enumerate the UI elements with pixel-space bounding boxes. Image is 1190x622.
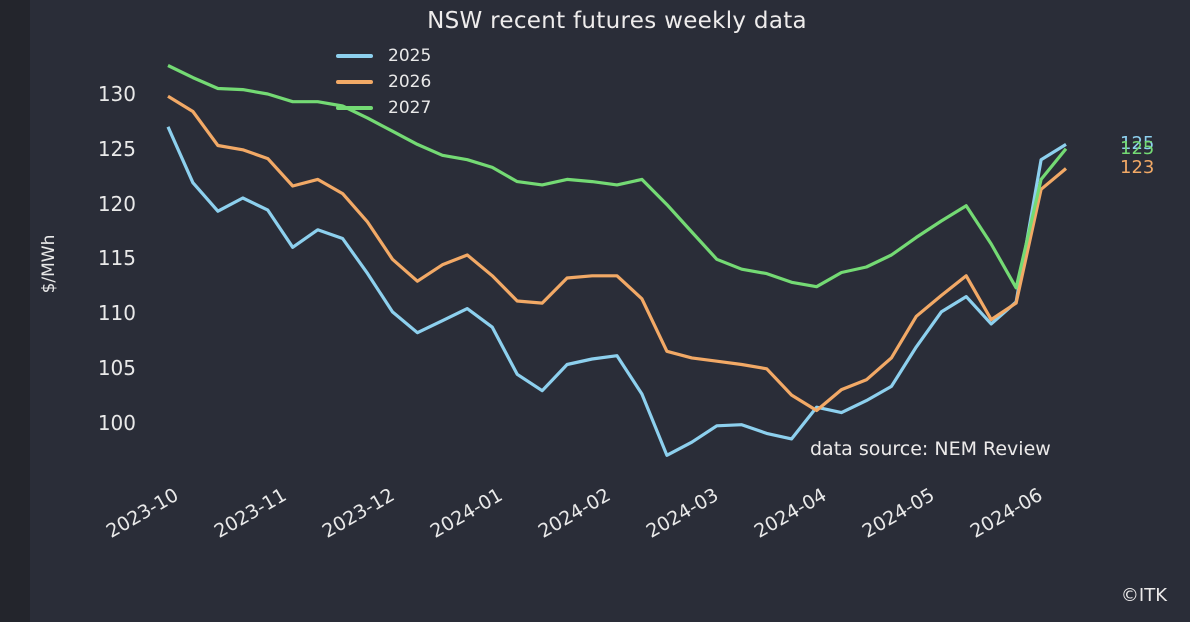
legend-item-2026: 2026 [336,72,432,92]
legend-item-2027: 2027 [336,98,432,118]
end-label-2027: 125 [1120,137,1155,159]
y-tick-120: 120 [97,191,136,216]
copyright-watermark: ©ITK [1120,585,1167,606]
legend-item-2025: 2025 [336,46,432,66]
series-line-2027 [167,64,1068,290]
legend-label: 2025 [388,46,432,66]
series-line-2025 [166,126,1067,457]
end-label-2026: 123 [1120,157,1155,179]
legend-label: 2027 [388,98,432,118]
legend-swatch-2026 [336,80,373,84]
y-tick-110: 110 [97,301,136,325]
y-tick-100: 100 [97,410,136,435]
legend-swatch-2025 [336,54,373,58]
y-tick-125: 125 [97,136,136,161]
y-tick-130: 130 [97,82,136,106]
y-tick-115: 115 [97,246,136,271]
end-label-2025: 125 [1120,133,1155,155]
chart-title: NSW recent futures weekly data [427,8,807,34]
data-source-note: data source: NEM Review [810,438,1051,460]
y-tick-105: 105 [97,355,136,380]
legend-label: 2026 [388,72,432,92]
legend: 2025 2026 2027 [336,46,432,118]
left-margin-strip [0,0,30,622]
series-lines [166,64,1068,457]
legend-swatch-2027 [336,106,373,110]
series-line-2026 [167,94,1068,413]
y-axis-label: $/MWh [39,234,59,294]
